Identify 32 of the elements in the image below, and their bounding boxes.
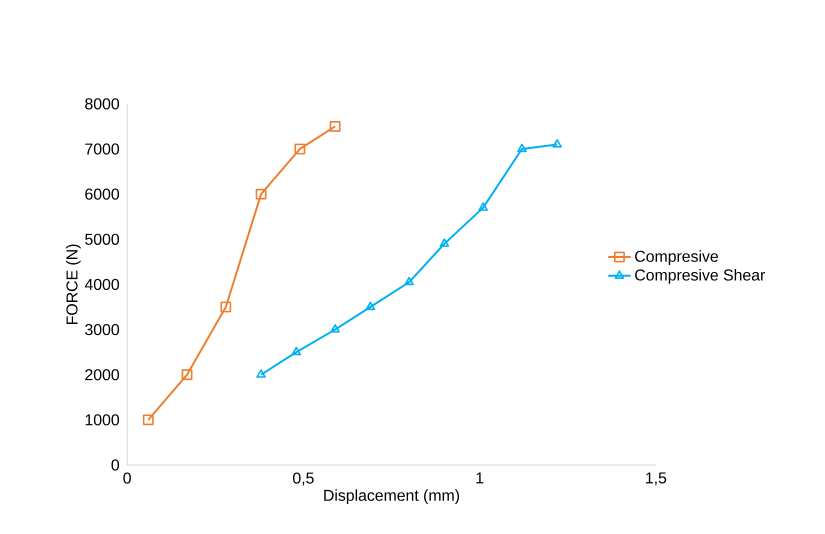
- legend-label: Compresive: [635, 250, 718, 266]
- x-tick-label: 0: [123, 472, 131, 484]
- y-tick-label: 7000: [85, 143, 120, 155]
- y-tick-label: 0: [111, 459, 120, 471]
- point: [330, 121, 341, 132]
- y-tick-label: 4000: [84, 278, 120, 290]
- point: [440, 238, 450, 247]
- y-tick-label: 8000: [85, 98, 120, 110]
- y-tick-label: 5000: [85, 234, 120, 245]
- point: [478, 202, 488, 211]
- point: [142, 414, 154, 426]
- point: [517, 144, 527, 152]
- point: [182, 369, 192, 380]
- point: [256, 369, 266, 378]
- x-tick-label: 1: [476, 472, 484, 484]
- x-tick-label: 1,5: [646, 472, 666, 486]
- y-tick-label: 1000: [86, 414, 120, 426]
- point: [294, 144, 306, 154]
- x-axis-title: Displacement (mm): [324, 489, 460, 504]
- y-tick-label: 2000: [85, 369, 120, 380]
- point: [366, 302, 376, 310]
- point: [330, 324, 340, 333]
- y-axis-title: FORCE (N): [66, 244, 81, 324]
- point: [404, 276, 414, 286]
- point: [292, 346, 302, 356]
- y-tick-label: 3000: [85, 324, 120, 336]
- point: [256, 188, 266, 200]
- x-tick-label: 0,5: [293, 472, 314, 486]
- y-tick-label: 6000: [85, 188, 120, 200]
- point: [220, 302, 232, 312]
- legend-label: Compresive Shear: [635, 269, 765, 284]
- point: [552, 139, 562, 148]
